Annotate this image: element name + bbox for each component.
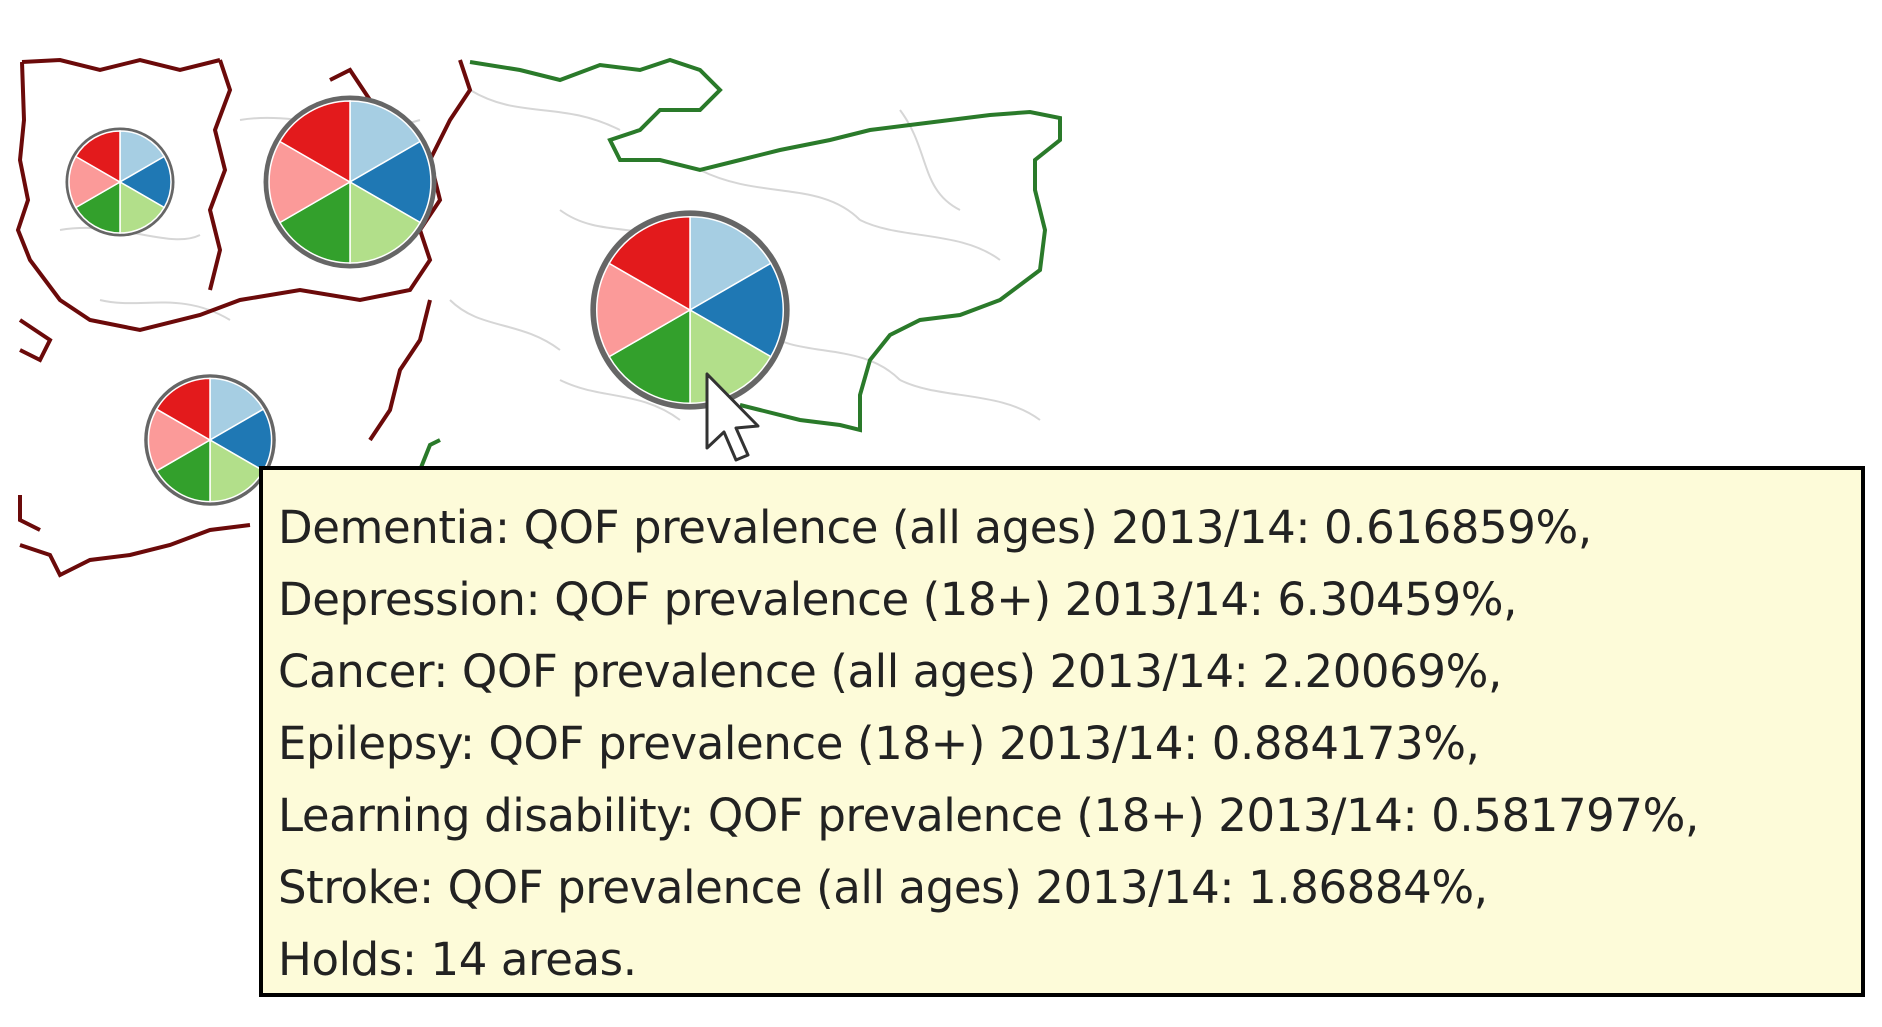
- tooltip-line-dementia: Dementia: QOF prevalence (all ages) 2013…: [278, 501, 1592, 554]
- marker-west-segment-learning-disability: [74, 180, 121, 234]
- area-boundaries: [59, 89, 1041, 421]
- marker-west-segment-cancer: [118, 155, 172, 209]
- marker-north-segment-epilepsy: [349, 180, 422, 264]
- marker-east-segment-cancer: [688, 262, 784, 358]
- marker-north[interactable]: [263, 95, 437, 269]
- tooltip-line-learning-disability: Learning disability: QOF prevalence (18+…: [278, 789, 1699, 842]
- marker-south-segment-learning-disability: [155, 438, 211, 503]
- marker-east-segment-dementia: [608, 215, 691, 312]
- marker-north-segment-dementia: [278, 100, 351, 184]
- marker-west-segment-epilepsy: [119, 180, 166, 234]
- map-tooltip: Dementia: QOF prevalence (all ages) 2013…: [259, 466, 1865, 997]
- marker-north-segment-stroke: [268, 140, 352, 224]
- marker-north-segment-depression: [349, 100, 422, 184]
- tooltip-line-holds: Holds: 14 areas.: [278, 933, 637, 986]
- marker-east-segment-depression: [689, 215, 772, 312]
- tooltip-line-stroke: Stroke: QOF prevalence (all ages) 2013/1…: [278, 861, 1488, 914]
- marker-east-segment-learning-disability: [608, 308, 691, 405]
- marker-south-segment-dementia: [155, 377, 211, 442]
- marker-north-segment-cancer: [348, 140, 432, 224]
- marker-south-segment-depression: [209, 377, 265, 442]
- marker-west-segment-stroke: [68, 155, 122, 209]
- marker-north-segment-learning-disability: [278, 180, 351, 264]
- marker-south-segment-stroke: [147, 408, 212, 472]
- marker-west-segment-depression: [119, 130, 166, 184]
- marker-west-segment-dementia: [74, 130, 121, 184]
- marker-east-segment-stroke: [596, 262, 692, 358]
- region-boundary-green: [418, 57, 1062, 471]
- tooltip-line-epilepsy: Epilepsy: QOF prevalence (18+) 2013/14: …: [278, 717, 1480, 770]
- marker-east[interactable]: [590, 210, 790, 410]
- marker-south[interactable]: [144, 374, 276, 506]
- marker-west[interactable]: [65, 127, 175, 237]
- tooltip-line-cancer: Cancer: QOF prevalence (all ages) 2013/1…: [278, 645, 1502, 698]
- mouse-pointer-icon: [705, 372, 760, 462]
- tooltip-line-depression: Depression: QOF prevalence (18+) 2013/14…: [278, 573, 1517, 626]
